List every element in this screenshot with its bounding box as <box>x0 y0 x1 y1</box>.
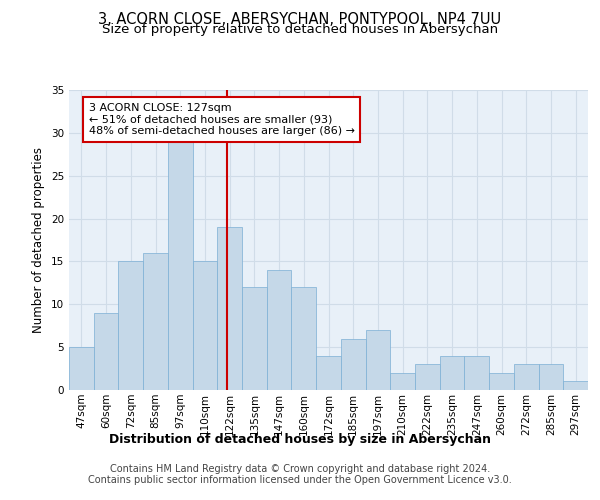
Bar <box>292 287 316 390</box>
Bar <box>440 356 464 390</box>
Y-axis label: Number of detached properties: Number of detached properties <box>32 147 46 333</box>
Bar <box>69 347 94 390</box>
Text: 3 ACORN CLOSE: 127sqm
← 51% of detached houses are smaller (93)
48% of semi-deta: 3 ACORN CLOSE: 127sqm ← 51% of detached … <box>89 103 355 136</box>
Bar <box>94 313 118 390</box>
Text: Distribution of detached houses by size in Abersychan: Distribution of detached houses by size … <box>109 432 491 446</box>
Bar <box>242 287 267 390</box>
Text: 3, ACORN CLOSE, ABERSYCHAN, PONTYPOOL, NP4 7UU: 3, ACORN CLOSE, ABERSYCHAN, PONTYPOOL, N… <box>98 12 502 28</box>
Bar <box>118 262 143 390</box>
Bar <box>539 364 563 390</box>
Bar <box>390 373 415 390</box>
Text: Contains public sector information licensed under the Open Government Licence v3: Contains public sector information licen… <box>88 475 512 485</box>
Bar <box>193 262 217 390</box>
Bar <box>168 142 193 390</box>
Bar <box>563 382 588 390</box>
Bar <box>365 330 390 390</box>
Bar <box>316 356 341 390</box>
Bar <box>341 338 365 390</box>
Bar <box>267 270 292 390</box>
Bar <box>217 227 242 390</box>
Text: Contains HM Land Registry data © Crown copyright and database right 2024.: Contains HM Land Registry data © Crown c… <box>110 464 490 474</box>
Bar <box>464 356 489 390</box>
Text: Size of property relative to detached houses in Abersychan: Size of property relative to detached ho… <box>102 24 498 36</box>
Bar <box>415 364 440 390</box>
Bar <box>514 364 539 390</box>
Bar <box>143 253 168 390</box>
Bar <box>489 373 514 390</box>
